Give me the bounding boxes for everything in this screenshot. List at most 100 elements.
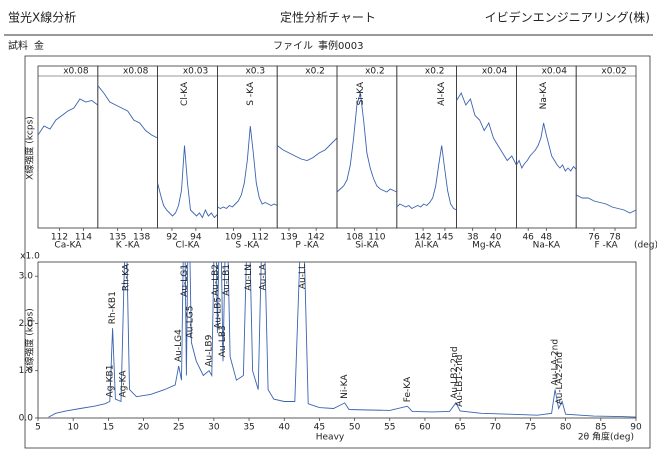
- plot-frame: [37, 261, 637, 419]
- x-tick-label: 10: [67, 423, 79, 433]
- x-tick-label: 76: [588, 233, 600, 243]
- plot-frame: [336, 65, 398, 229]
- scale-label: x0.2: [425, 67, 445, 77]
- x-axis-label: 2θ 角度(deg): [578, 431, 634, 443]
- element-label: S -KA: [235, 241, 260, 251]
- peak-label: Au-LA-2nd: [551, 339, 561, 386]
- peak-label: Fe-KA: [403, 376, 413, 402]
- x-tick-label: 46: [522, 233, 534, 243]
- peak-label: Au-LG4: [174, 329, 184, 362]
- scale-label: x0.04: [482, 67, 508, 77]
- element-label: F -KA: [595, 241, 619, 251]
- x-tick-label: 112: [252, 233, 269, 243]
- scale-label: x0.2: [305, 67, 325, 77]
- x-tick-label: 78: [609, 233, 621, 243]
- plot-frame: [456, 65, 517, 229]
- peak-label: Na-KA: [539, 81, 549, 109]
- x-tick-label: 142: [308, 233, 325, 243]
- element-label: Na-KA: [533, 241, 561, 251]
- scale-label: x0.02: [601, 67, 626, 77]
- y-tick-label: 3.0: [19, 272, 34, 282]
- x-tick-label: 45: [314, 423, 325, 433]
- peak-label: Au-LL: [298, 264, 308, 289]
- x-tick-label: 85: [595, 423, 606, 433]
- y-tick-label: 0.0: [19, 414, 34, 424]
- x-tick-label: 90: [630, 423, 642, 433]
- spectrum: [456, 91, 517, 166]
- scale-label: x0.08: [63, 67, 89, 77]
- element-label: K -KA: [116, 241, 141, 251]
- x-tick-label: 15: [103, 423, 114, 433]
- scale-label: x0.04: [542, 67, 568, 77]
- x-tick-label: 135: [109, 233, 126, 243]
- x-tick-label: 142: [414, 233, 431, 243]
- x-tick-label: 60: [419, 423, 431, 433]
- spectrum: [48, 262, 636, 418]
- element-label: P -KA: [295, 241, 319, 251]
- plot-frame: [396, 65, 457, 229]
- y-tick-label: 1.0: [19, 366, 34, 376]
- peak-label: Au-LG5: [185, 306, 195, 339]
- spectrum: [277, 137, 338, 161]
- peak-label: Au-LB1: [222, 264, 232, 296]
- x-tick-label: 20: [138, 423, 150, 433]
- spectrum: [157, 145, 218, 219]
- x-tick-label: 70: [490, 423, 502, 433]
- peak-label: Rh-KA: [121, 263, 131, 291]
- x-tick-label: 139: [280, 233, 297, 243]
- peak-label: Ni-KA: [340, 374, 350, 399]
- spectrum: [217, 125, 278, 210]
- peak-label: Au-LB2: [211, 264, 221, 296]
- peak-label: Al-KA: [437, 81, 447, 106]
- y-axis-label: X線強度 (kcps): [24, 308, 36, 372]
- header-left: 蛍光X線分析: [8, 10, 76, 25]
- scale-label: x0.03: [183, 67, 208, 77]
- spectrum: [576, 194, 637, 214]
- header-center: 定性分析チャート: [280, 10, 376, 25]
- x-tick-label: 65: [454, 423, 465, 433]
- x-tick-label: 48: [541, 233, 553, 243]
- element-label: Mg-KA: [472, 241, 501, 251]
- scale-label: x0.08: [123, 67, 149, 77]
- plot-frame: [575, 65, 637, 229]
- y-tick-label: 2.0: [19, 319, 34, 329]
- x-tick-label: 5: [35, 423, 41, 433]
- x-tick-label: 80: [560, 423, 572, 433]
- x-tick-label: 114: [75, 233, 92, 243]
- peak-label: Au-LB1-2nd: [455, 354, 465, 406]
- peak-label: Au-LA: [259, 263, 269, 290]
- spectrum: [337, 92, 397, 193]
- x-tick-label: 40: [279, 423, 291, 433]
- sample-label: 試料: [8, 39, 28, 52]
- peak-label: Au-LA2-2nd: [555, 352, 565, 405]
- peak-label: Au-LG1: [180, 264, 190, 297]
- spectrum: [38, 98, 98, 136]
- header-right: イビデンエンジニアリング(株): [485, 10, 650, 25]
- x-tick-label: 109: [225, 233, 242, 243]
- x-tick-label: 35: [243, 423, 254, 433]
- peak-label: Si-KA: [356, 81, 366, 105]
- peak-label: Au-LB3: [218, 325, 228, 357]
- x-tick-label: 38: [467, 233, 479, 243]
- x-tick-label: 92: [166, 233, 177, 243]
- element-label: Ca-KA: [54, 241, 82, 251]
- x-tick-label: 110: [368, 233, 385, 243]
- x-tick-label: 55: [384, 423, 395, 433]
- peak-label: Cl-KA: [180, 81, 190, 106]
- peak-label: Au-LB5: [214, 297, 224, 329]
- peak-label: S -KA: [246, 81, 256, 106]
- peak-label: Au-LB2-2nd: [450, 346, 460, 398]
- x-tick-label: 138: [133, 233, 150, 243]
- peak-label: Rh-KB1: [108, 291, 118, 324]
- peak-label: Ag-KB1: [105, 365, 115, 398]
- scale-label: x0.3: [245, 67, 265, 77]
- x-tick-label: 25: [173, 423, 184, 433]
- element-label: Si-KA: [355, 241, 379, 251]
- file-value: 事例0003: [318, 39, 363, 52]
- y-axis-label: X線強度 (kcps): [24, 116, 36, 180]
- x-tick-label: 112: [51, 233, 68, 243]
- x-tick-label: 108: [346, 233, 363, 243]
- x-tick-label: 50: [349, 423, 361, 433]
- x-tick-label: 94: [190, 233, 202, 243]
- x-tick-label: 40: [490, 233, 502, 243]
